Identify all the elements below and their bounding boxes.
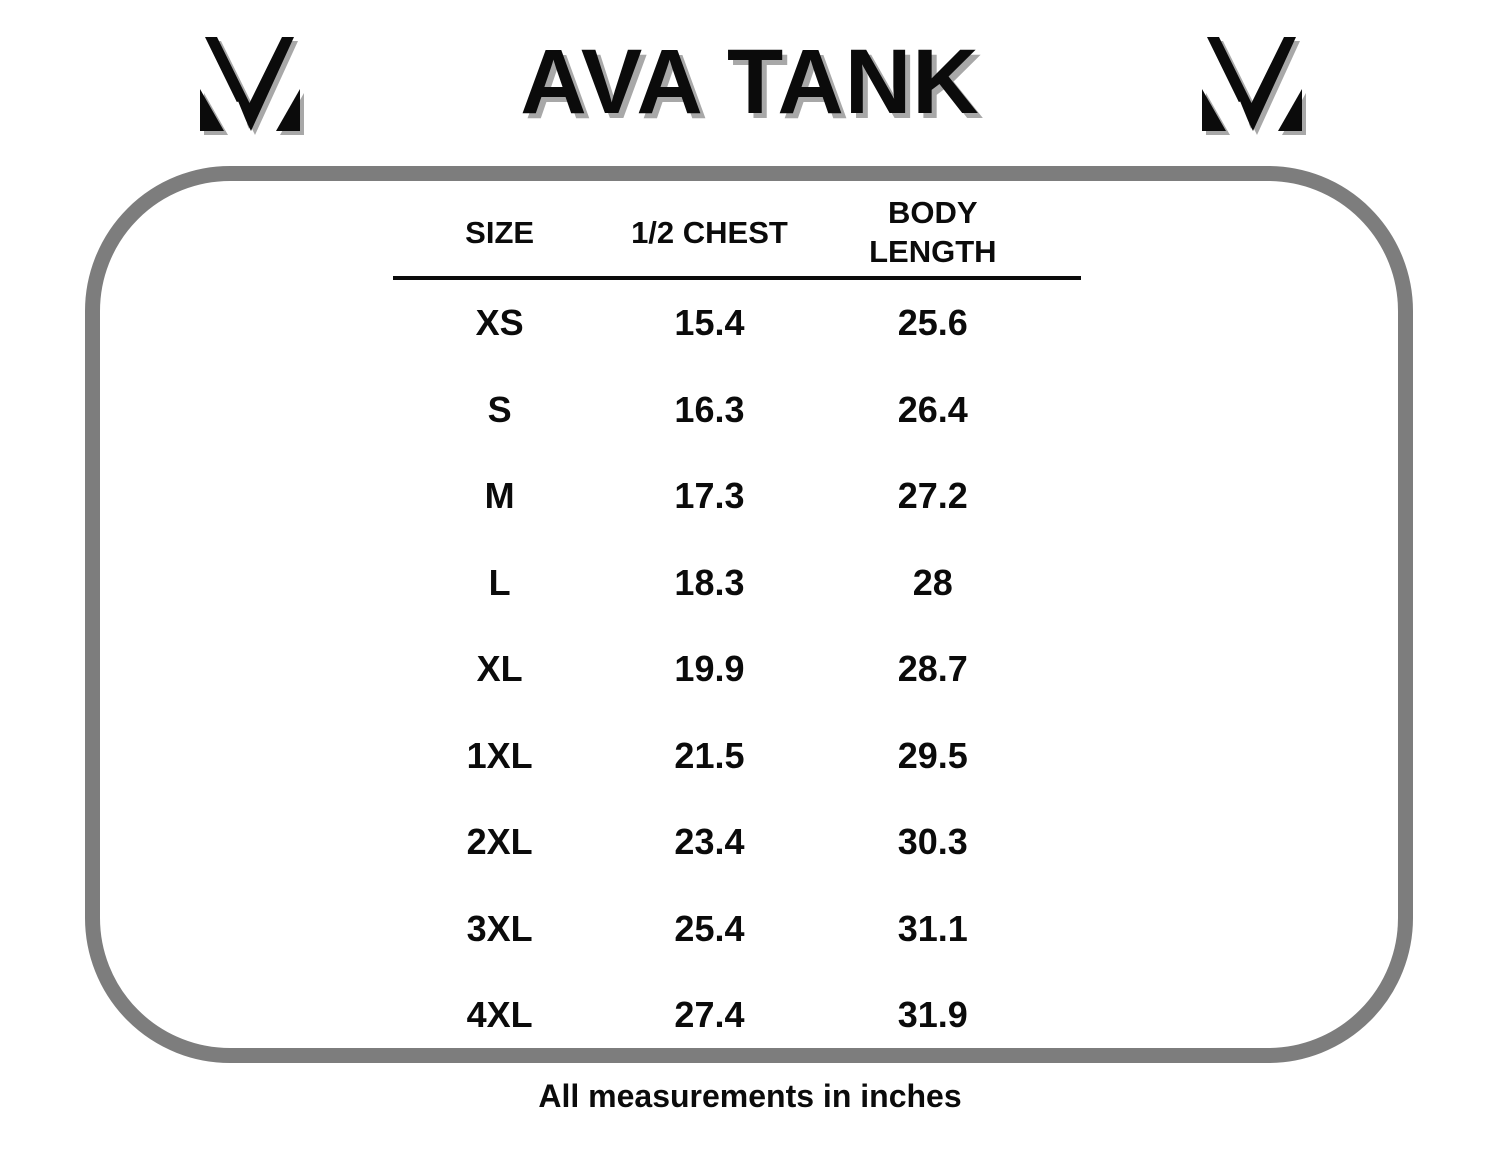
m-monogram-icon bbox=[200, 37, 300, 131]
cell-half-chest: 15.4 bbox=[674, 302, 745, 344]
cell-body-length: 27.2 bbox=[897, 475, 968, 517]
cell-half-chest: 16.3 bbox=[674, 388, 745, 430]
cell-body-length: 26.4 bbox=[897, 388, 968, 430]
column-header-size: SIZE bbox=[465, 215, 535, 250]
table-row: S 16.3 26.4 bbox=[393, 367, 1081, 454]
table-row: 4XL 27.4 31.9 bbox=[393, 972, 1081, 1059]
cell-size: XL bbox=[476, 648, 523, 690]
column-header-half-chest: 1/2 CHEST bbox=[631, 215, 788, 250]
cell-size: 4XL bbox=[466, 994, 533, 1036]
table-row: L 18.3 28 bbox=[393, 540, 1081, 627]
cell-half-chest: 27.4 bbox=[674, 994, 745, 1036]
cell-body-length: 25.6 bbox=[897, 302, 968, 344]
cell-half-chest: 19.9 bbox=[674, 648, 745, 690]
cell-body-length: 31.1 bbox=[897, 907, 968, 949]
table-row: XL 19.9 28.7 bbox=[393, 626, 1081, 713]
cell-size: 2XL bbox=[466, 821, 533, 863]
cell-size: M bbox=[484, 475, 515, 517]
size-chart-table: SIZE 1/2 CHEST BODY LENGTH XS 15.4 25.6 … bbox=[393, 190, 1081, 1059]
cell-size: 3XL bbox=[466, 907, 533, 949]
footer-note: All measurements in inches bbox=[538, 1078, 962, 1114]
column-header-body-length: BODY LENGTH bbox=[813, 194, 1081, 272]
cell-half-chest: 18.3 bbox=[674, 561, 745, 603]
cell-size: 1XL bbox=[466, 734, 533, 776]
cell-half-chest: 23.4 bbox=[674, 821, 745, 863]
m-monogram-icon bbox=[1202, 37, 1302, 131]
table-row: M 17.3 27.2 bbox=[393, 453, 1081, 540]
cell-half-chest: 25.4 bbox=[674, 907, 745, 949]
cell-body-length: 30.3 bbox=[897, 821, 968, 863]
cell-body-length: 31.9 bbox=[897, 994, 968, 1036]
table-row: 3XL 25.4 31.1 bbox=[393, 886, 1081, 973]
table-row: XS 15.4 25.6 bbox=[393, 280, 1081, 367]
cell-size: S bbox=[487, 388, 512, 430]
cell-half-chest: 17.3 bbox=[674, 475, 745, 517]
cell-body-length: 28 bbox=[912, 561, 953, 603]
table-row: 2XL 23.4 30.3 bbox=[393, 799, 1081, 886]
cell-half-chest: 21.5 bbox=[674, 734, 745, 776]
table-row: 1XL 21.5 29.5 bbox=[393, 713, 1081, 800]
cell-body-length: 29.5 bbox=[897, 734, 968, 776]
cell-size: XS bbox=[475, 302, 524, 344]
cell-size: L bbox=[488, 561, 511, 603]
table-header-row: SIZE 1/2 CHEST BODY LENGTH bbox=[393, 190, 1081, 280]
size-chart-frame bbox=[85, 166, 1413, 1063]
column-header-body-length-label: BODY LENGTH bbox=[869, 195, 997, 269]
page-title: AVA TANK bbox=[520, 31, 980, 133]
cell-body-length: 28.7 bbox=[897, 648, 968, 690]
